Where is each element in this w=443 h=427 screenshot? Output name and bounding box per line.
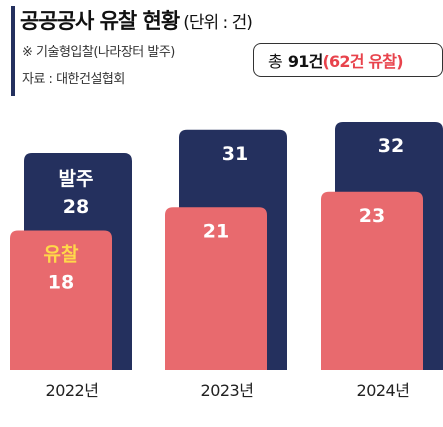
value-label-ordered-1: 28: [63, 196, 89, 218]
value-label-failed-3: 23: [359, 205, 385, 227]
chart-note: ※ 기술형입찰(나라장터 발주): [22, 45, 175, 60]
x-tick-label-2: 2023년: [201, 381, 254, 400]
series-label-failed: 유찰: [44, 244, 79, 266]
value-label-failed-1: 18: [48, 272, 74, 294]
value-label-ordered-2: 31: [222, 143, 248, 165]
value-label-failed-2: 21: [203, 220, 229, 242]
bar-failed-2: [165, 207, 267, 370]
chart-title: 공공공사 유찰 현황 (단위 : 건): [20, 5, 253, 35]
failed-total: (62건 유찰): [322, 52, 404, 71]
series-label-ordered: 발주: [59, 168, 94, 190]
total-value: 91건: [287, 52, 323, 71]
title-accent-bar: [11, 6, 15, 96]
total-label: 총: [268, 52, 283, 71]
bar-failed-1: [10, 230, 112, 370]
bar-failed-3: [321, 191, 423, 370]
source-label: 자료 : 대한건설협회: [22, 72, 125, 87]
title-text: 공공공사 유찰 현황: [20, 9, 180, 33]
unit-label: (단위 : 건): [183, 13, 253, 33]
x-tick-label-3: 2024년: [357, 381, 410, 400]
value-label-ordered-3: 32: [378, 135, 404, 157]
x-tick-label-1: 2022년: [46, 381, 99, 400]
total-summary-box: 총 91건 (62건 유찰): [253, 43, 443, 77]
